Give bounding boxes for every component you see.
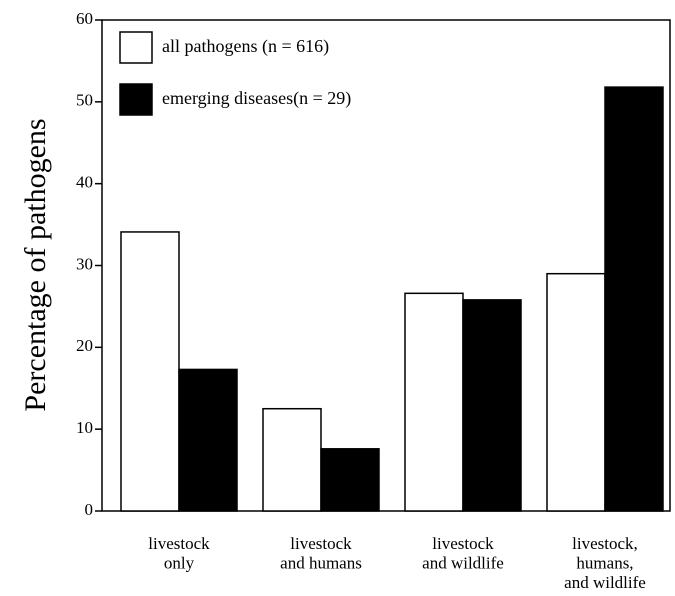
y-tick-label: 20 — [76, 336, 93, 355]
x-tick-label: livestock only — [148, 534, 210, 573]
y-tick-label: 0 — [85, 500, 94, 519]
y-tick-label: 50 — [76, 91, 93, 110]
y-axis-label: Percentage of pathogens — [19, 118, 52, 411]
y-tick-label: 60 — [76, 9, 93, 28]
bar — [262, 407, 322, 512]
bar — [546, 272, 606, 512]
bar — [604, 86, 664, 512]
bar — [462, 299, 522, 512]
y-tick-label: 10 — [76, 418, 93, 437]
y-tick-label: 30 — [76, 254, 93, 273]
bar — [320, 448, 380, 512]
bar — [120, 231, 180, 512]
x-tick-label: livestock and wildlife — [422, 534, 504, 573]
x-tick-label: livestock and humans — [280, 534, 362, 573]
bar — [178, 368, 238, 512]
legend-label: all pathogens (n = 616) — [162, 36, 329, 57]
x-tick-label: livestock, humans, and wildlife — [564, 534, 646, 592]
legend-swatch — [119, 83, 153, 116]
legend-label: emerging diseases(n = 29) — [162, 88, 351, 109]
legend-swatch — [119, 31, 153, 64]
bar — [404, 292, 464, 512]
y-tick-label: 40 — [76, 173, 93, 192]
